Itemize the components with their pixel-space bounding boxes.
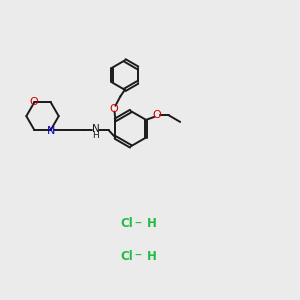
Text: O: O — [110, 104, 118, 114]
Text: H: H — [92, 131, 99, 140]
Text: O: O — [29, 97, 38, 106]
Text: N: N — [92, 124, 99, 134]
Text: H: H — [146, 217, 156, 230]
Text: O: O — [153, 110, 162, 120]
Text: Cl: Cl — [120, 250, 133, 262]
Text: N: N — [47, 126, 56, 136]
Text: Cl: Cl — [120, 217, 133, 230]
Text: H: H — [146, 250, 156, 262]
Text: –: – — [135, 217, 142, 231]
Text: –: – — [135, 249, 142, 263]
